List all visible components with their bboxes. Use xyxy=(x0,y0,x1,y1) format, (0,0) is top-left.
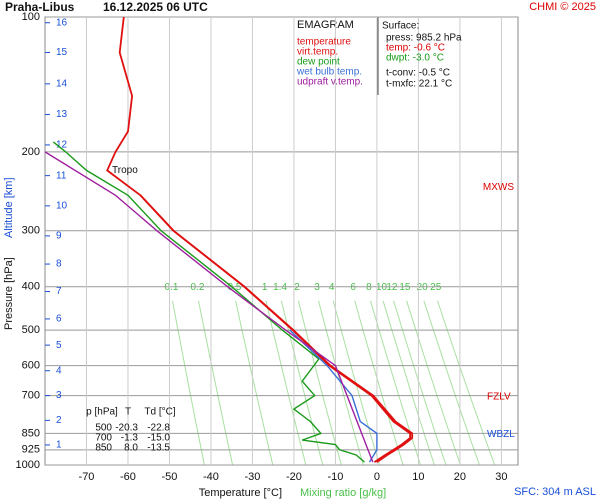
altitude-tick-label: 2 xyxy=(56,415,62,426)
mixing-ratio-label: 1.4 xyxy=(273,282,287,293)
mixing-ratio-label: 8 xyxy=(366,282,372,293)
mixing-ratio-label: 6 xyxy=(350,282,356,293)
x-tick-label: -30 xyxy=(245,471,261,483)
mixing-ratio-label: 3 xyxy=(314,282,320,293)
profile-line xyxy=(139,194,414,463)
surface-info: t-mxfc: 22.1 °C xyxy=(386,79,452,90)
table-cell: 700 xyxy=(95,433,112,444)
altitude-tick-label: 9 xyxy=(56,231,62,242)
y-axis-label: Pressure [hPa] xyxy=(3,257,15,330)
surface-info: temp: -0.6 °C xyxy=(386,43,445,54)
x-tick-label: -40 xyxy=(203,471,219,483)
surface-info: Surface: xyxy=(382,21,419,32)
y-tick-label: 100 xyxy=(22,11,40,23)
x2-axis-label: Mixing ratio [g/kg] xyxy=(300,487,386,499)
profile-line xyxy=(44,151,374,463)
altitude-tick-label: 10 xyxy=(56,201,68,212)
altitude-tick-label: 3 xyxy=(56,390,62,401)
altitude-tick-label: 5 xyxy=(56,340,62,351)
surface-info: dwpt: -3.0 °C xyxy=(386,53,444,64)
legend-title: EMAGRAM xyxy=(297,19,354,31)
legend-entry: temperature xyxy=(297,37,351,48)
x-tick-label: 30 xyxy=(495,471,507,483)
table-cell: -13.5 xyxy=(147,443,170,454)
plot-area xyxy=(44,16,519,466)
surface-info: press: 985.2 hPa xyxy=(386,33,462,44)
mixing-ratio-label: 4 xyxy=(329,282,335,293)
table-header: T xyxy=(125,407,131,418)
x-tick-label: 20 xyxy=(454,471,466,483)
annotation: MXWS xyxy=(483,182,514,193)
mixing-ratio-label: 0.1 xyxy=(165,282,179,293)
y2-axis-label: Altitude [km] xyxy=(3,177,15,238)
table-cell: 8.0 xyxy=(124,443,138,454)
mixing-ratio-label: 25 xyxy=(430,282,442,293)
profile-line xyxy=(289,329,378,463)
table-cell: -15.0 xyxy=(147,433,170,444)
y-tick-label: 500 xyxy=(22,324,40,336)
mixing-ratio-label: 0.2 xyxy=(190,282,204,293)
table-cell: -1.3 xyxy=(121,433,139,444)
x-tick-label: -60 xyxy=(120,471,136,483)
mixing-ratio-label: 0.5 xyxy=(227,282,241,293)
y-tick-label: 400 xyxy=(22,281,40,293)
profile-line xyxy=(52,141,365,463)
credit: CHMI © 2025 xyxy=(529,1,596,13)
x-tick-label: 10 xyxy=(412,471,424,483)
x-tick-label: -70 xyxy=(79,471,95,483)
table-cell: -20.3 xyxy=(115,423,138,434)
mixing-ratio-label: 2 xyxy=(294,282,300,293)
table-cell: 850 xyxy=(95,443,112,454)
annotation: Tropo xyxy=(112,165,138,176)
altitude-tick-label: 16 xyxy=(56,17,68,28)
table-header: p [hPa] xyxy=(86,407,118,418)
table-header: Td [°C] xyxy=(144,407,175,418)
y-tick-label: 700 xyxy=(22,390,40,402)
legend-entry: virt.temp. xyxy=(297,47,338,58)
legend-entry: dew point xyxy=(297,57,340,68)
altitude-tick-label: 7 xyxy=(56,286,62,297)
altitude-tick-label: 6 xyxy=(56,314,62,325)
legend-entry: wet bulb temp. xyxy=(296,67,362,78)
legend-entry: udpraft v.temp. xyxy=(297,77,363,88)
chart-subtitle: 16.12.2025 06 UTC xyxy=(103,0,208,14)
mixing-ratio-label: 20 xyxy=(417,282,429,293)
table-cell: -22.8 xyxy=(147,423,170,434)
annotation: FZLV xyxy=(487,392,511,403)
altitude-tick-label: 8 xyxy=(56,259,62,270)
x-tick-label: -20 xyxy=(286,471,302,483)
altitude-tick-label: 15 xyxy=(56,47,68,58)
y-tick-label: 600 xyxy=(22,360,40,372)
y-tick-label: 850 xyxy=(22,427,40,439)
mixing-ratio-label: 10 xyxy=(376,282,388,293)
footer: SFC: 304 m ASL xyxy=(514,486,596,498)
mixing-ratio-label: 12 xyxy=(386,282,398,293)
altitude-tick-label: 11 xyxy=(56,170,67,181)
x-tick-label: 0 xyxy=(374,471,380,483)
altitude-tick-label: 1 xyxy=(56,440,62,451)
y-tick-label: 200 xyxy=(22,146,40,158)
x-tick-label: -10 xyxy=(327,471,343,483)
y-tick-label: 300 xyxy=(22,225,40,237)
chart-title: Praha-Libus xyxy=(5,0,75,14)
mixing-ratio-label: 1 xyxy=(262,282,268,293)
annotation: WBZL xyxy=(487,429,515,440)
altitude-tick-label: 4 xyxy=(56,365,62,376)
x-axis-label: Temperature [°C] xyxy=(199,487,282,499)
altitude-tick-label: 12 xyxy=(56,140,68,151)
altitude-tick-label: 14 xyxy=(56,78,68,89)
x-tick-label: -50 xyxy=(162,471,178,483)
table-cell: 500 xyxy=(95,423,112,434)
altitude-tick-label: 13 xyxy=(56,109,68,120)
surface-info: t-conv: -0.5 °C xyxy=(386,68,450,79)
y-tick-label: 925 xyxy=(22,444,40,456)
y-tick-label: 1000 xyxy=(16,459,40,471)
mixing-ratio-label: 15 xyxy=(399,282,411,293)
